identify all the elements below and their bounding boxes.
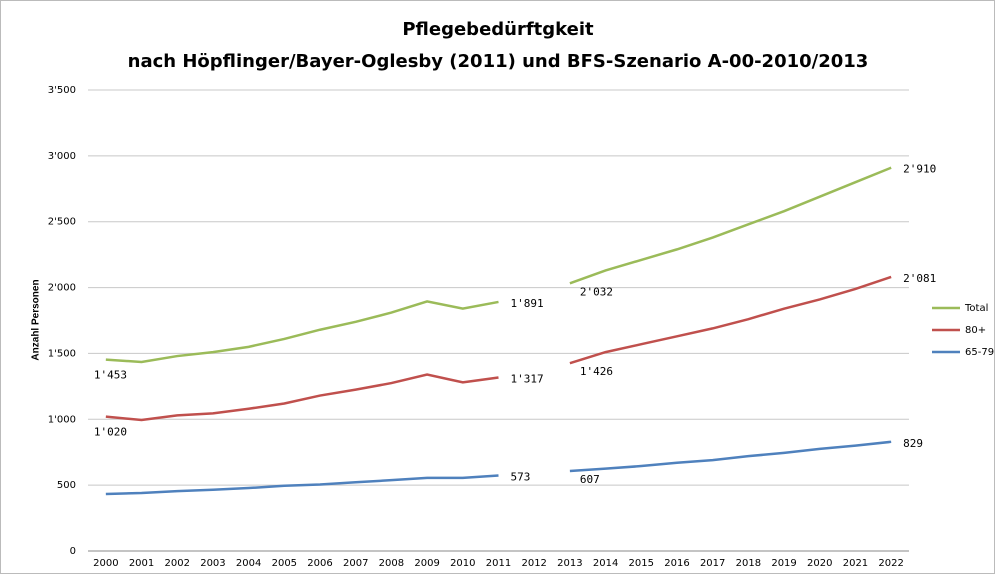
y-axis-label: Anzahl Personen bbox=[31, 279, 42, 360]
x-tick-label: 2006 bbox=[307, 558, 332, 569]
x-tick-label: 2017 bbox=[700, 558, 725, 569]
x-tick-label: 2001 bbox=[129, 558, 154, 569]
x-tick-label: 2010 bbox=[450, 558, 475, 569]
y-tick-label: 1'000 bbox=[48, 414, 76, 425]
x-tick-label: 2009 bbox=[414, 558, 439, 569]
data-label: 607 bbox=[580, 473, 600, 486]
x-tick-label: 2013 bbox=[557, 558, 582, 569]
data-label: 829 bbox=[903, 437, 923, 450]
y-tick-label: 3'500 bbox=[48, 85, 76, 96]
x-tick-label: 2021 bbox=[843, 558, 868, 569]
data-label: 1'453 bbox=[94, 369, 127, 382]
y-tick-label: 500 bbox=[57, 480, 76, 491]
data-label: 1'020 bbox=[94, 426, 127, 439]
x-tick-label: 2004 bbox=[236, 558, 261, 569]
chart-subtitle: nach Höpflinger/Bayer-Oglesby (2011) und… bbox=[128, 51, 869, 72]
x-tick-label: 2014 bbox=[593, 558, 618, 569]
data-label: 1'426 bbox=[580, 365, 613, 378]
x-tick-label: 2011 bbox=[486, 558, 511, 569]
y-tick-label: 3'000 bbox=[48, 151, 76, 162]
data-label: 1'891 bbox=[511, 297, 544, 310]
x-tick-label: 2003 bbox=[200, 558, 225, 569]
y-tick-label: 1'500 bbox=[48, 348, 76, 359]
x-tick-label: 2012 bbox=[521, 558, 546, 569]
series-line bbox=[105, 166, 892, 364]
series-line bbox=[105, 440, 892, 496]
x-tick-label: 2019 bbox=[771, 558, 796, 569]
x-tick-label: 2020 bbox=[807, 558, 832, 569]
legend-label: 80+ bbox=[965, 325, 986, 336]
x-tick-label: 2007 bbox=[343, 558, 368, 569]
series-line bbox=[105, 275, 892, 422]
x-tick-label: 2016 bbox=[664, 558, 689, 569]
data-label: 2'081 bbox=[903, 272, 936, 285]
data-label: 1'317 bbox=[511, 373, 544, 386]
x-tick-label: 2002 bbox=[165, 558, 190, 569]
x-tick-label: 2015 bbox=[629, 558, 654, 569]
data-label: 573 bbox=[511, 471, 531, 484]
x-tick-label: 2018 bbox=[736, 558, 761, 569]
y-tick-label: 2'000 bbox=[48, 283, 76, 294]
x-tick-label: 2022 bbox=[878, 558, 903, 569]
data-label: 2'910 bbox=[903, 163, 936, 176]
x-tick-label: 2008 bbox=[379, 558, 404, 569]
chart-title: Pflegebedürftgkeit bbox=[402, 19, 594, 40]
x-tick-label: 2005 bbox=[272, 558, 297, 569]
legend-label: 65-79 bbox=[965, 347, 994, 358]
data-label: 2'032 bbox=[580, 285, 613, 298]
y-tick-label: 0 bbox=[70, 546, 76, 557]
legend-label: Total bbox=[964, 303, 988, 314]
y-tick-label: 2'500 bbox=[48, 217, 76, 228]
x-tick-label: 2000 bbox=[93, 558, 118, 569]
